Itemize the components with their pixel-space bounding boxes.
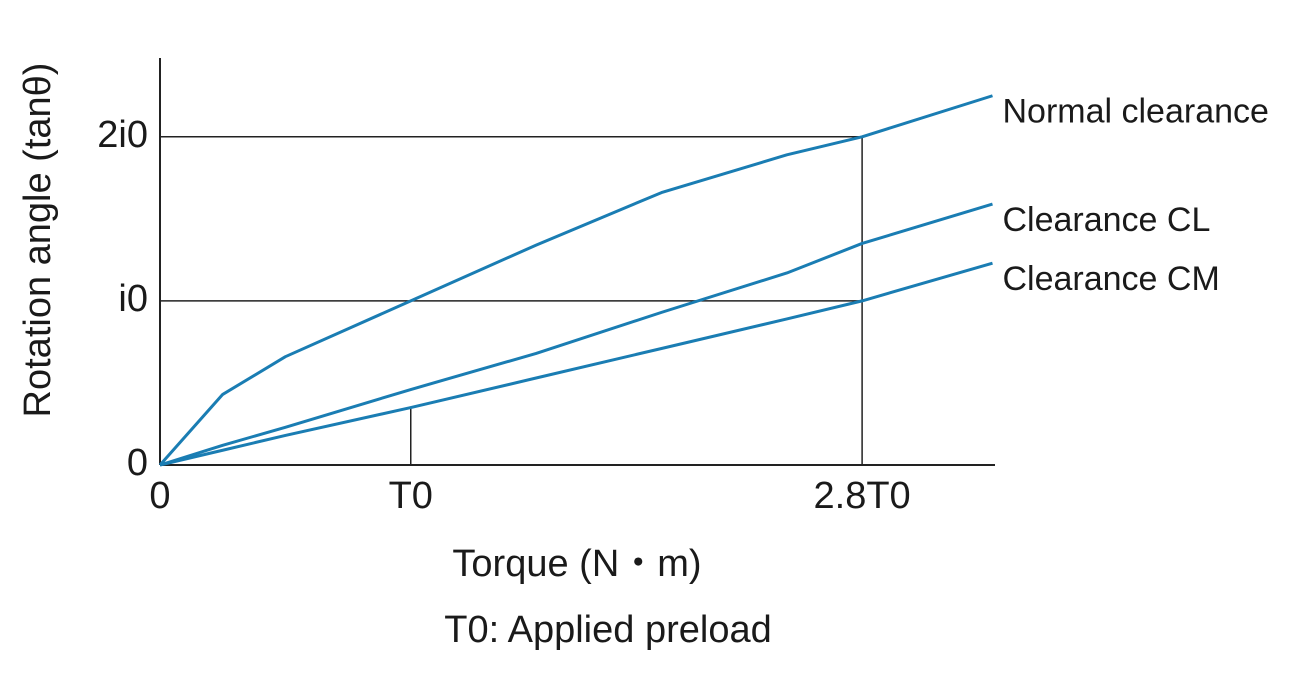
series-label: Clearance CL xyxy=(1002,201,1210,239)
series-label: Normal clearance xyxy=(1002,93,1268,131)
note: T0: Applied preload xyxy=(444,609,771,651)
y-tick-label: 0 xyxy=(127,442,148,484)
series-label: Clearance CM xyxy=(1002,260,1219,298)
series-line xyxy=(158,94,993,466)
x-tick-label: 0 xyxy=(149,475,170,517)
series-line xyxy=(159,202,993,467)
x-axis-title: Torque (N・m) xyxy=(452,543,701,585)
y-tick-label: i0 xyxy=(118,278,148,320)
y-axis-title: Rotation angle (tanθ) xyxy=(17,63,59,418)
x-tick-label: T0 xyxy=(389,475,433,517)
series-line xyxy=(159,261,993,467)
x-tick-label: 2.8T0 xyxy=(814,475,911,517)
y-tick-label: 2i0 xyxy=(97,114,148,156)
